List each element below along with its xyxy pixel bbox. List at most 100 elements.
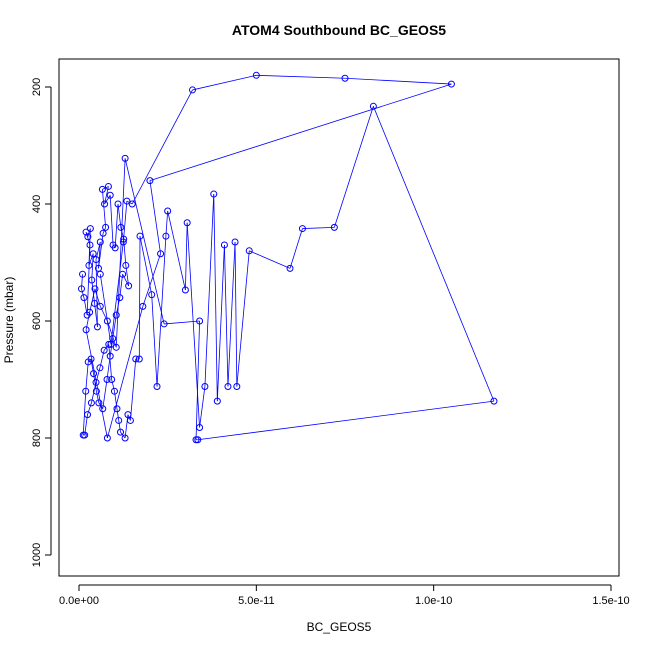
- series-line-segment: [120, 431, 126, 439]
- data-point: [183, 219, 191, 227]
- data-point: [120, 235, 128, 243]
- data-point: [101, 200, 109, 208]
- series-line-segment: [95, 391, 100, 403]
- data-point: [162, 232, 170, 240]
- chart-title: ATOM4 Southbound BC_GEOS5: [232, 22, 446, 38]
- data-point: [135, 355, 143, 363]
- x-tick-label: 1.5e-10: [592, 595, 629, 607]
- series-line-segment: [102, 189, 106, 228]
- data-point: [112, 343, 120, 351]
- data-point: [111, 244, 119, 252]
- data-point: [108, 376, 116, 383]
- y-tick-label: 800: [31, 429, 43, 447]
- data-point: [121, 434, 129, 442]
- series-line-segment: [249, 250, 291, 269]
- series-line-segment: [117, 203, 122, 228]
- series-line-segment: [302, 227, 335, 229]
- data-point: [117, 223, 125, 231]
- data-point: [119, 270, 127, 278]
- x-axis-label: BC_GEOS5: [307, 620, 372, 634]
- data-point: [82, 387, 90, 395]
- series-line-segment: [122, 201, 128, 243]
- data-point: [115, 416, 123, 424]
- series-line-segment: [104, 195, 111, 205]
- series-line-segment: [114, 203, 119, 248]
- data-point: [89, 250, 97, 258]
- series-line-segment: [130, 358, 137, 421]
- data-point: [298, 225, 306, 233]
- data-point: [136, 232, 144, 240]
- data-point: [124, 411, 132, 419]
- series-line-segment: [192, 74, 257, 91]
- data-point: [113, 405, 121, 413]
- data-point: [96, 364, 104, 372]
- data-point: [220, 241, 228, 249]
- data-point: [95, 399, 103, 407]
- data-point: [201, 383, 209, 391]
- data-point: [96, 238, 104, 246]
- series-layer: [77, 71, 498, 444]
- data-point: [447, 80, 455, 88]
- data-point: [96, 270, 104, 278]
- data-point: [93, 323, 101, 331]
- series-line-segment: [256, 74, 346, 79]
- data-point: [98, 185, 106, 193]
- data-point: [164, 207, 172, 215]
- series-line-segment: [333, 106, 374, 228]
- y-axis-label: Pressure (mbar): [2, 277, 16, 364]
- x-axis: 0.0e+00 5.0e-11 1.0e-10 1.5e-10: [59, 584, 630, 607]
- series-line-segment: [204, 194, 215, 387]
- data-point: [210, 190, 218, 198]
- series-line-segment: [106, 306, 144, 439]
- series-line-segment: [195, 320, 200, 440]
- data-point: [81, 431, 89, 439]
- x-tick-label: 0.0e+00: [59, 595, 99, 607]
- data-point: [139, 302, 147, 310]
- series-line-segment: [118, 420, 121, 433]
- data-point: [92, 256, 100, 264]
- data-point: [107, 340, 115, 348]
- data-point: [80, 294, 88, 302]
- data-point: [106, 191, 114, 199]
- data-point: [92, 387, 100, 395]
- series-line-segment: [149, 180, 161, 254]
- series-line-segment: [87, 402, 92, 415]
- data-point: [126, 416, 134, 424]
- data-point: [86, 308, 94, 316]
- series-line-segment: [149, 83, 452, 181]
- data-point: [87, 399, 95, 407]
- data-point: [123, 197, 131, 205]
- data-point: [85, 261, 93, 269]
- series-line-segment: [124, 414, 129, 439]
- series-line-segment: [131, 89, 193, 205]
- data-point: [84, 411, 92, 419]
- x-tick-label: 1.0e-10: [415, 595, 452, 607]
- series-line-segment: [85, 361, 89, 392]
- data-point: [99, 229, 107, 237]
- series-line-segment: [224, 244, 229, 387]
- series-line-segment: [98, 233, 104, 269]
- series-line-segment: [110, 241, 124, 345]
- plot-box: [58, 58, 620, 577]
- data-point: [196, 317, 204, 325]
- data-point: [245, 247, 253, 255]
- data-point: [103, 434, 111, 442]
- data-point: [119, 238, 127, 246]
- series-line-segment: [122, 274, 130, 287]
- series-line-segment: [111, 379, 115, 392]
- data-point: [91, 285, 99, 293]
- data-point: [188, 86, 196, 94]
- data-point: [100, 346, 108, 354]
- series-line-segment: [216, 244, 225, 402]
- y-tick-label: 200: [31, 78, 43, 96]
- series-line-segment: [197, 400, 495, 441]
- data-point: [112, 311, 120, 319]
- series-line-segment: [344, 77, 452, 85]
- data-point: [231, 238, 239, 246]
- series: [77, 71, 498, 444]
- data-point: [213, 397, 221, 405]
- data-point: [286, 264, 294, 272]
- y-tick-label: 1000: [31, 543, 43, 567]
- data-point: [196, 423, 204, 431]
- data-point: [91, 299, 99, 307]
